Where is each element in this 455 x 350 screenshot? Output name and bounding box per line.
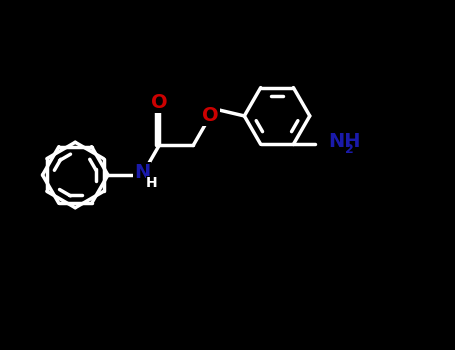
Text: NH: NH [329, 132, 361, 151]
Text: H: H [146, 176, 158, 190]
Text: O: O [151, 93, 167, 112]
Text: N: N [134, 163, 150, 182]
Text: 2: 2 [345, 143, 354, 156]
Text: O: O [202, 106, 218, 125]
